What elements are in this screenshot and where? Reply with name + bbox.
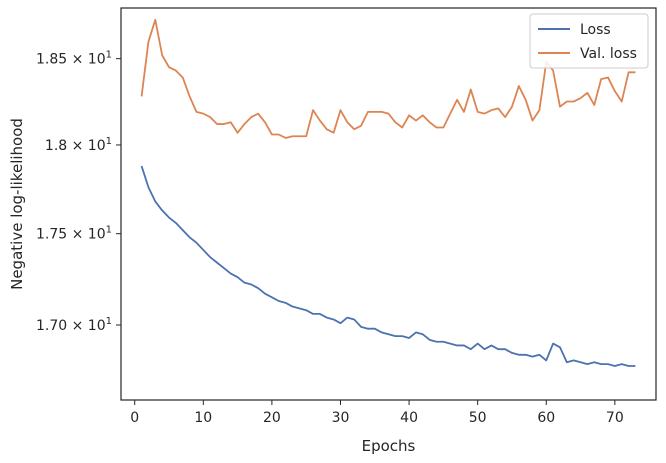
legend-label-val-loss: Val. loss [580,46,637,62]
legend: Loss Val. loss [529,13,649,69]
y-axis-label: Negative log-likelihood [8,118,26,290]
x-tick-label: 70 [606,410,624,426]
series-line-0 [140,165,636,367]
x-tick-label: 60 [537,410,555,426]
y-axis: 1.70 × 101 1.75 × 101 1.8 × 101 1.85 × 101 [36,50,121,334]
x-tick-label: 20 [263,410,281,426]
x-tick-label: 10 [194,410,212,426]
x-axis-label: Epochs [362,437,416,455]
x-tick-label: 0 [130,410,139,426]
plot-frame [120,7,657,401]
series-line-1 [140,18,636,139]
x-axis: 0 10 20 30 40 50 60 70 [130,400,624,426]
x-tick-label: 30 [332,410,350,426]
y-tick-label: 1.8 × 101 [45,136,112,154]
legend-label-loss: Loss [580,22,611,38]
y-tick-label: 1.75 × 101 [36,225,112,243]
x-tick-label: 50 [469,410,487,426]
series-layer [140,18,636,367]
legend-box [529,13,649,69]
y-tick-label: 1.70 × 101 [36,316,112,334]
y-tick-label: 1.85 × 101 [36,50,112,68]
x-tick-label: 40 [400,410,418,426]
